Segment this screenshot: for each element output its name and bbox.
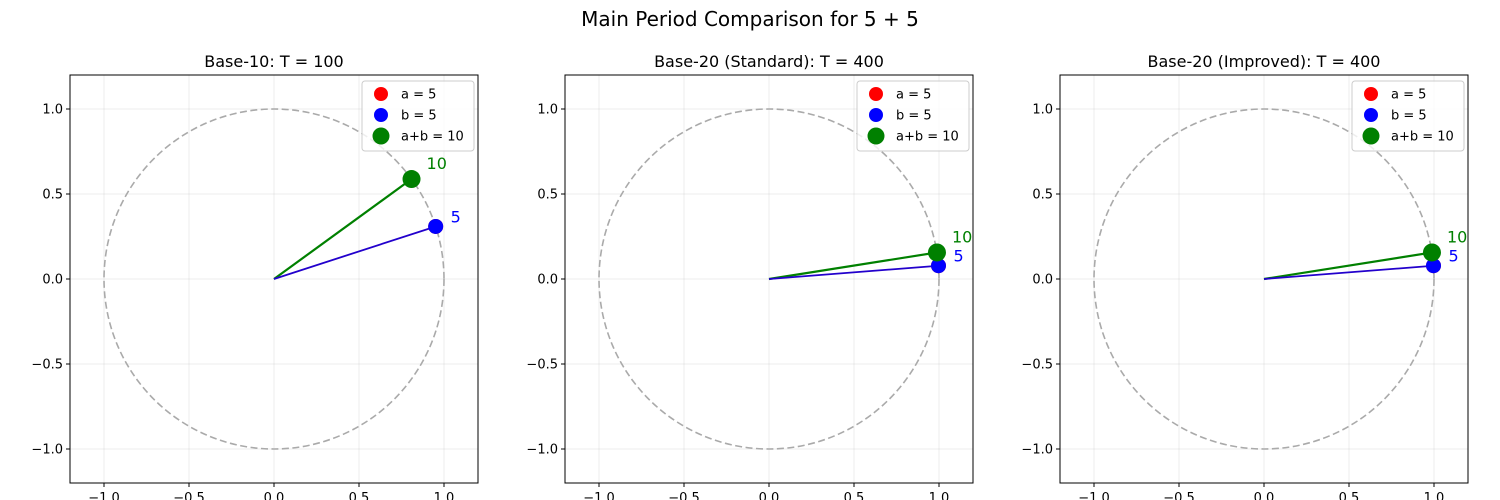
b-vector-line <box>273 225 436 280</box>
x-tick-label: 0.0 <box>1254 491 1275 500</box>
legend-marker <box>372 127 390 145</box>
legend-box <box>361 80 475 152</box>
plot-area <box>1093 108 1441 450</box>
point-label-sum: 10 <box>1447 227 1467 246</box>
y-tick-label: 0.0 <box>42 273 63 288</box>
y-tick-label: 0.0 <box>1032 273 1053 288</box>
x-tick-label: −0.5 <box>1163 491 1195 500</box>
legend-label: a+b = 10 <box>1391 130 1454 145</box>
point-label-sum: 10 <box>427 154 447 173</box>
sum-vector-line <box>273 178 413 280</box>
legend: a = 5 b = 5 a+b = 10 <box>856 80 970 152</box>
sum-vector-line <box>768 251 938 281</box>
y-tick-label: −0.5 <box>1021 358 1053 373</box>
x-tick-label: −1.0 <box>583 491 615 500</box>
y-tick-label: 1.0 <box>537 103 558 118</box>
y-tick-label: 1.0 <box>1032 103 1053 118</box>
x-tick-label: 1.0 <box>1424 491 1445 500</box>
b-vector-line <box>768 264 939 280</box>
x-tick-label: −0.5 <box>173 491 205 500</box>
point-b <box>930 258 946 274</box>
x-tick-label: −0.5 <box>668 491 700 500</box>
b-vector-line <box>1263 264 1434 280</box>
legend-label: a+b = 10 <box>896 130 959 145</box>
y-tick-label: −0.5 <box>526 358 558 373</box>
legend-marker <box>869 108 883 122</box>
unit-circle <box>598 108 940 450</box>
x-tick-label: 0.0 <box>759 491 780 500</box>
legend-label: b = 5 <box>401 109 437 124</box>
point-label-b: 5 <box>953 247 963 266</box>
y-tick-label: −1.0 <box>1021 443 1053 458</box>
y-tick-label: 0.5 <box>42 188 63 203</box>
x-tick-label: 0.0 <box>264 491 285 500</box>
subplot-title: Base-10: T = 100 <box>204 52 343 71</box>
legend-label: b = 5 <box>896 109 932 124</box>
y-tick-label: −0.5 <box>31 358 63 373</box>
legend: a = 5 b = 5 a+b = 10 <box>361 80 475 152</box>
x-tick-label: 1.0 <box>434 491 455 500</box>
subplot-title: Base-20 (Standard): T = 400 <box>654 52 884 71</box>
subplot-2: 510 −1.0 −0.5 0.0 0.5 1.0 −1.0 −0.5 0.0 0.5 1.0 Bas… <box>526 52 974 500</box>
x-tick-label: 0.5 <box>844 491 865 500</box>
point-sum <box>402 170 421 189</box>
x-tick-label: −1.0 <box>88 491 120 500</box>
legend-marker <box>1364 108 1378 122</box>
legend-marker <box>869 87 883 101</box>
legend-label: a = 5 <box>401 88 436 103</box>
point-label-sum: 10 <box>952 227 972 246</box>
y-tick-label: 0.0 <box>537 273 558 288</box>
y-tick-label: 0.5 <box>1032 188 1053 203</box>
legend-label: b = 5 <box>1391 109 1427 124</box>
x-tick-label: 1.0 <box>929 491 950 500</box>
legend: a = 5 b = 5 a+b = 10 <box>1351 80 1465 152</box>
subplot-title: Base-20 (Improved): T = 400 <box>1148 52 1381 71</box>
plot-area <box>598 108 946 450</box>
plot-area <box>103 108 445 450</box>
sum-vector-line <box>1263 251 1433 281</box>
y-tick-label: −1.0 <box>526 443 558 458</box>
point-b <box>1425 258 1441 274</box>
legend-label: a = 5 <box>1391 88 1426 103</box>
x-tick-label: 0.5 <box>1339 491 1360 500</box>
legend-marker <box>867 127 885 145</box>
y-tick-label: −1.0 <box>31 443 63 458</box>
point-b <box>428 218 444 234</box>
unit-circle <box>1093 108 1435 450</box>
point-label-b: 5 <box>451 207 461 226</box>
legend-marker <box>1364 87 1378 101</box>
figure-title: Main Period Comparison for 5 + 5 <box>581 7 919 31</box>
x-tick-label: 0.5 <box>349 491 370 500</box>
point-sum <box>927 243 946 262</box>
subplots: 510−1.0 −0.5 0.0 0.5 1.0−1.0−0.50.00.51.0Bas… <box>31 52 1469 500</box>
legend-marker <box>1362 127 1380 145</box>
y-tick-label: 0.5 <box>537 188 558 203</box>
legend-label: a+b = 10 <box>401 130 464 145</box>
legend-marker <box>374 108 388 122</box>
legend-label: a = 5 <box>896 88 931 103</box>
x-tick-label: −1.0 <box>1078 491 1110 500</box>
subplot-3: 510 −1.0 −0.5 0.0 0.5 1.0 −1.0 −0.5 0.0 0.5 1.0 Bas… <box>1021 52 1469 500</box>
legend-box <box>856 80 970 152</box>
point-sum <box>1422 243 1441 262</box>
subplot-1: 5 10 −1.0 −0.5 0.0 0.5 1.0 −1.0 −0.5 0.0 0.5 1.0 Bas… <box>31 52 479 500</box>
point-label-b: 5 <box>1448 247 1458 266</box>
legend-marker <box>374 87 388 101</box>
y-tick-label: 1.0 <box>42 103 63 118</box>
unit-circle <box>103 108 445 450</box>
legend-box <box>1351 80 1465 152</box>
